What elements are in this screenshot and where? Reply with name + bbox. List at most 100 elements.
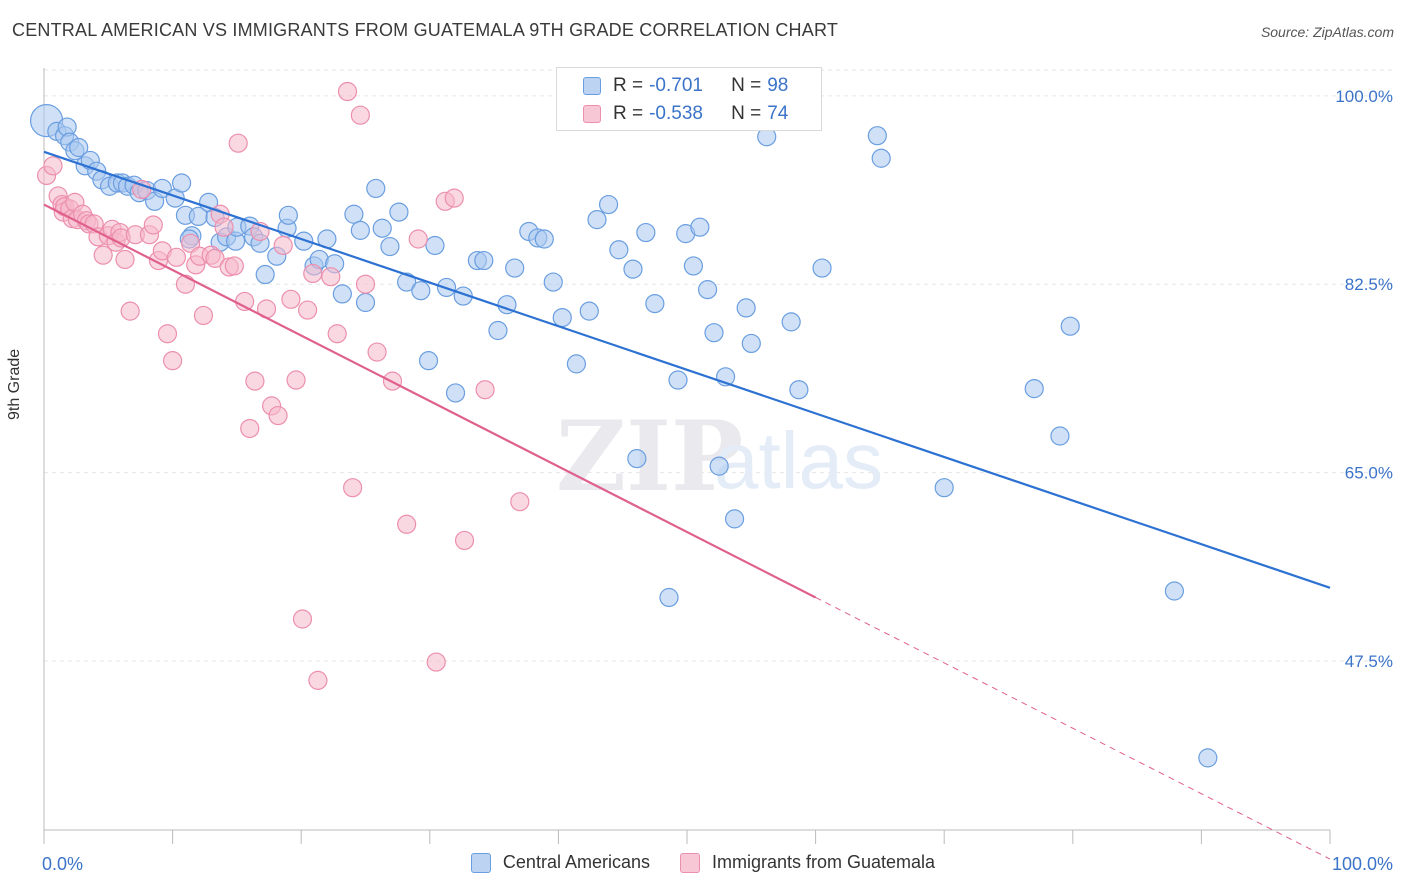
central-americans-point bbox=[789, 380, 809, 400]
guatemala-point bbox=[43, 156, 63, 176]
central-americans-point bbox=[1024, 379, 1044, 399]
guatemala-point bbox=[350, 105, 370, 125]
guatemala-point bbox=[245, 371, 265, 391]
y-tick-label: 100.0% bbox=[1335, 87, 1393, 106]
guatemala-point bbox=[93, 245, 113, 265]
central-americans-point bbox=[1050, 426, 1070, 446]
central-americans-point bbox=[411, 281, 431, 301]
central-americans-point bbox=[659, 587, 679, 608]
r-label: R = bbox=[613, 75, 644, 96]
central-americans-point bbox=[380, 236, 400, 257]
guatemala-point bbox=[321, 267, 341, 287]
guatemala-point bbox=[343, 478, 363, 498]
legend-item-central-americans: Central Americans bbox=[470, 852, 650, 873]
y-tick-label: 47.5% bbox=[1345, 652, 1393, 671]
guatemala-point bbox=[510, 492, 530, 512]
central-americans-point bbox=[488, 320, 508, 341]
central-americans-point bbox=[332, 284, 352, 304]
n-value: 98 bbox=[767, 75, 789, 96]
guatemala-point bbox=[132, 179, 152, 200]
central-americans-trendline bbox=[43, 150, 1331, 589]
central-americans-point bbox=[1164, 581, 1184, 601]
guatemala-point bbox=[281, 289, 301, 309]
central-americans-point bbox=[579, 301, 599, 321]
central-americans-point bbox=[724, 509, 745, 529]
chart-title: CENTRAL AMERICAN VS IMMIGRANTS FROM GUAT… bbox=[12, 20, 839, 40]
n-value: 74 bbox=[767, 103, 789, 124]
central-americans-point bbox=[355, 292, 376, 313]
central-americans-point bbox=[704, 323, 724, 343]
guatemala-point bbox=[193, 305, 214, 326]
central-americans-point bbox=[552, 307, 572, 328]
x-tick-label: 100.0% bbox=[1332, 854, 1393, 874]
central-americans-point bbox=[741, 333, 761, 354]
guatemala-trendline-extension bbox=[815, 597, 1331, 860]
central-americans-point bbox=[566, 354, 587, 374]
central-americans-point bbox=[934, 478, 954, 498]
watermark-atlas: atlas bbox=[714, 416, 883, 505]
guatemala-point bbox=[397, 514, 417, 534]
guatemala-point bbox=[454, 530, 475, 551]
central-americans-point bbox=[609, 240, 629, 260]
central-americans-point bbox=[543, 272, 563, 292]
central-americans-point bbox=[1198, 748, 1218, 768]
source-label: Source: ZipAtlas.com bbox=[1260, 24, 1394, 40]
central-americans-point bbox=[697, 280, 718, 300]
central-americans-point bbox=[69, 137, 89, 158]
central-americans-swatch bbox=[583, 77, 601, 95]
central-americans-point bbox=[445, 383, 466, 403]
central-americans-point bbox=[172, 173, 192, 193]
guatemala-point bbox=[475, 380, 495, 400]
guatemala-point bbox=[273, 235, 293, 256]
r-value: -0.701 bbox=[649, 75, 703, 96]
guatemala-point bbox=[115, 249, 135, 270]
guatemala-point bbox=[408, 229, 428, 249]
guatemala-point bbox=[268, 405, 288, 426]
guatemala-point bbox=[224, 256, 244, 276]
guatemala-point bbox=[444, 188, 464, 208]
guatemala-point bbox=[214, 217, 234, 237]
guatemala-point bbox=[308, 670, 328, 690]
central-americans-point bbox=[683, 256, 704, 276]
r-value: -0.538 bbox=[649, 103, 703, 124]
guatemala-point bbox=[426, 652, 446, 672]
guatemala-point bbox=[286, 370, 306, 390]
central-americans-point bbox=[350, 220, 370, 240]
central-americans-point bbox=[627, 449, 647, 469]
central-americans-point bbox=[645, 293, 665, 314]
guatemala-point bbox=[355, 274, 376, 294]
central-americans-point bbox=[418, 351, 439, 371]
r-label: R = bbox=[613, 103, 644, 124]
central-americans-point bbox=[505, 258, 525, 278]
guatemala-point bbox=[327, 324, 347, 344]
central-americans-point bbox=[425, 235, 445, 256]
guatemala-point bbox=[303, 263, 323, 284]
central-americans-point bbox=[736, 298, 756, 318]
series-legend: Central Americans Immigrants from Guatem… bbox=[0, 852, 1406, 873]
central-americans-point bbox=[709, 456, 729, 476]
guatemala-point bbox=[175, 274, 196, 294]
central-americans-swatch bbox=[470, 852, 491, 873]
central-americans-point bbox=[344, 204, 364, 224]
central-americans-point bbox=[534, 229, 554, 249]
central-americans-point bbox=[255, 264, 275, 285]
central-americans-point bbox=[690, 217, 710, 237]
n-label: N = bbox=[731, 75, 762, 96]
central-americans-point bbox=[668, 370, 688, 390]
guatemala-point bbox=[205, 248, 225, 268]
guatemala-point bbox=[292, 609, 313, 629]
central-americans-point bbox=[623, 259, 643, 279]
guatemala-point bbox=[163, 351, 183, 371]
guatemala-point bbox=[120, 301, 140, 321]
central-americans-point bbox=[397, 272, 417, 292]
guatemala-point bbox=[337, 81, 358, 102]
central-americans-point bbox=[812, 258, 832, 278]
central-americans-point bbox=[366, 178, 386, 199]
guatemala-point bbox=[166, 247, 187, 267]
y-tick-label: 82.5% bbox=[1345, 275, 1393, 294]
central-americans-point bbox=[867, 126, 887, 146]
y-tick-label: 65.0% bbox=[1345, 464, 1393, 483]
legend-label: Central Americans bbox=[502, 852, 650, 872]
guatemala-point bbox=[240, 418, 260, 439]
central-americans-point bbox=[598, 194, 619, 215]
